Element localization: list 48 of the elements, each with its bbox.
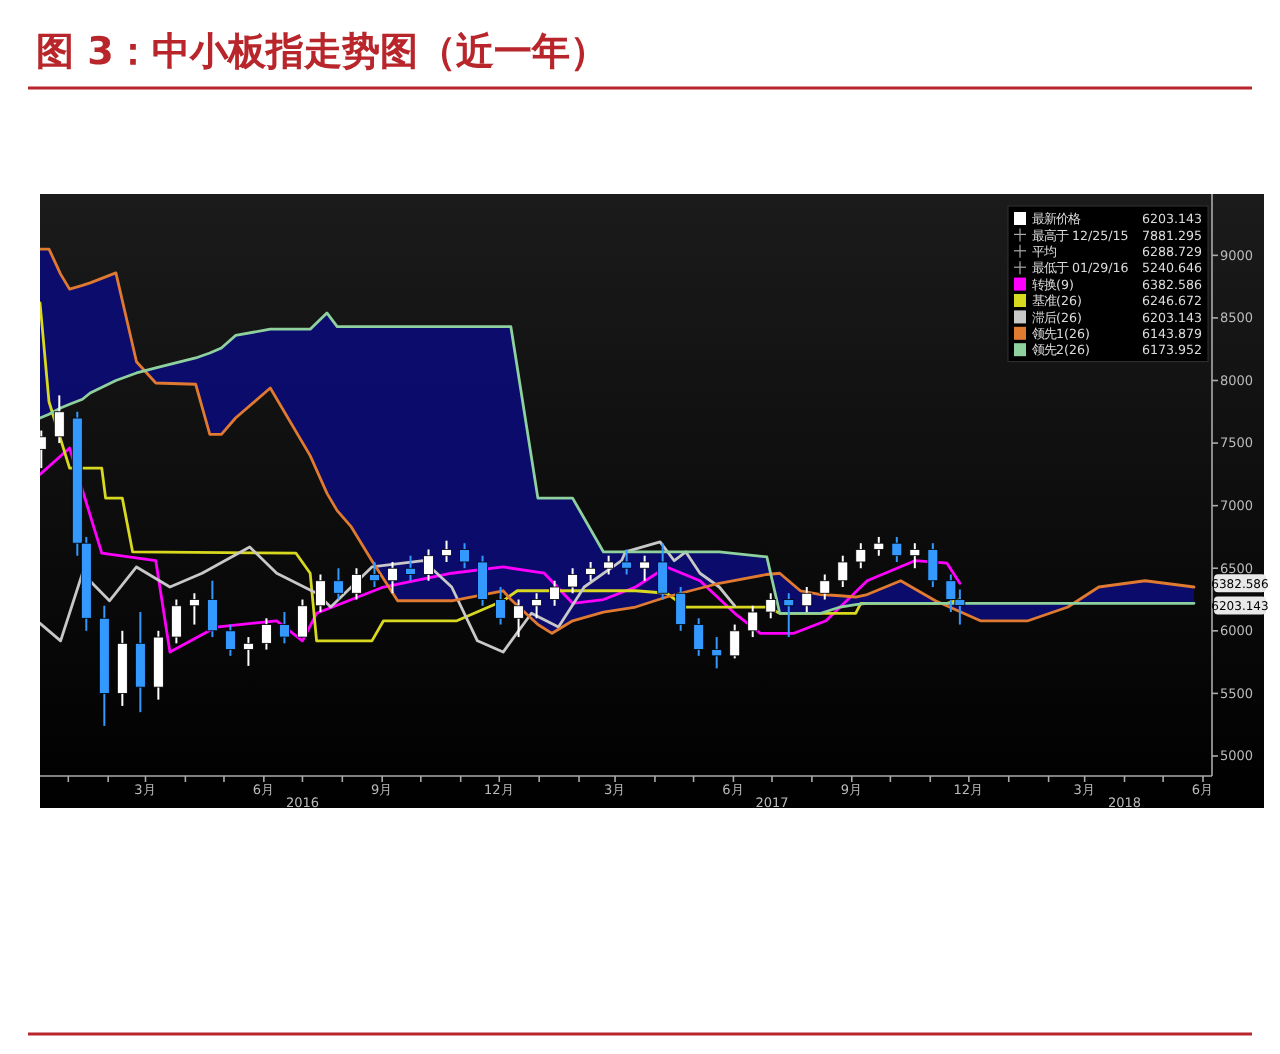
candlestick xyxy=(134,611,146,714)
chart-title: 图 3：中小板指走势图（近一年） xyxy=(36,30,608,74)
candlestick xyxy=(405,554,416,582)
candlestick xyxy=(693,617,705,657)
candlestick xyxy=(206,579,218,639)
candlestick xyxy=(891,535,903,563)
candlestick xyxy=(747,604,759,639)
candlestick xyxy=(783,592,795,639)
candlestick xyxy=(369,560,380,589)
candlestick xyxy=(459,542,470,570)
candlestick xyxy=(279,611,290,645)
candlestick xyxy=(927,542,939,589)
candlestick xyxy=(333,567,344,601)
candlestick xyxy=(711,636,723,670)
candlestick xyxy=(53,394,65,445)
candlestick xyxy=(855,542,867,570)
candlestick xyxy=(603,554,615,576)
candlestick xyxy=(765,592,777,620)
candlestick xyxy=(315,573,326,614)
candlestick xyxy=(351,567,362,601)
candlestick xyxy=(873,535,885,557)
candlestick xyxy=(549,579,560,607)
candlestick xyxy=(621,548,633,576)
candlestick xyxy=(639,554,651,582)
candlestick xyxy=(477,554,488,607)
candlestick xyxy=(441,539,452,563)
candlestick xyxy=(225,623,236,657)
candlestick xyxy=(675,586,687,632)
candlestick xyxy=(729,623,741,660)
candlestick xyxy=(585,560,597,582)
candlestick xyxy=(801,586,813,614)
candlestick xyxy=(837,554,849,589)
candlestick xyxy=(243,636,254,667)
candlestick xyxy=(495,586,506,626)
candlestick xyxy=(188,592,200,626)
candlestick xyxy=(819,573,831,601)
candlestick xyxy=(531,592,542,620)
candlestick xyxy=(423,548,434,582)
candlestick xyxy=(387,560,398,595)
line-series xyxy=(40,446,962,654)
candlestick xyxy=(261,617,272,651)
candlestick xyxy=(513,598,524,639)
candlestick xyxy=(297,598,308,639)
candlestick xyxy=(909,542,921,570)
candlestick xyxy=(657,542,669,601)
candlestick xyxy=(170,598,182,645)
candlestick xyxy=(567,567,579,595)
line-series xyxy=(40,540,737,654)
